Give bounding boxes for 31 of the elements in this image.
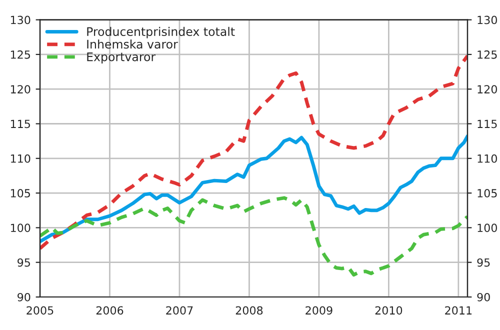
y-tick-label: 100 [10,224,30,232]
y2-tick-label: 110 [478,154,497,163]
x-tick-label: 2006 [96,306,124,315]
line-series [40,196,468,277]
line-series [40,134,468,244]
x-tick-label: 2008 [236,306,263,315]
x-tick-label: 2009 [306,306,332,315]
y2-tick-label: 120 [478,85,497,94]
y-tick-label: 115 [10,120,30,128]
y-tick-label: 130 [10,16,30,24]
y2-tick-label: 125 [478,50,497,59]
y2-tick-label: 90 [477,292,490,302]
legend-label: Inhemska varor [87,39,178,49]
y2-tick-label: 95 [477,258,490,267]
y-tick-label: 125 [10,50,30,59]
legend-label: Producentprisindex totalt [87,26,235,38]
y-tick-label: 105 [10,189,30,198]
x-tick-label: 2005 [26,306,54,315]
y-tick-label: 110 [10,154,30,163]
x-tick-label: 2007 [166,306,193,315]
x-tick-label: 2011 [445,306,472,315]
y-tick-label: 90 [18,292,30,302]
y-tick-label: 120 [10,85,30,94]
line-series [40,54,468,250]
y-tick-label: 95 [18,258,30,267]
y2-tick-label: 130 [478,16,497,24]
x-tick-label: 2010 [375,306,402,315]
y2-tick-label: 115 [478,120,497,128]
legend-label: Exportvaror [87,52,156,64]
y2-tick-label: 100 [478,224,497,232]
y2-tick-label: 105 [478,189,497,198]
